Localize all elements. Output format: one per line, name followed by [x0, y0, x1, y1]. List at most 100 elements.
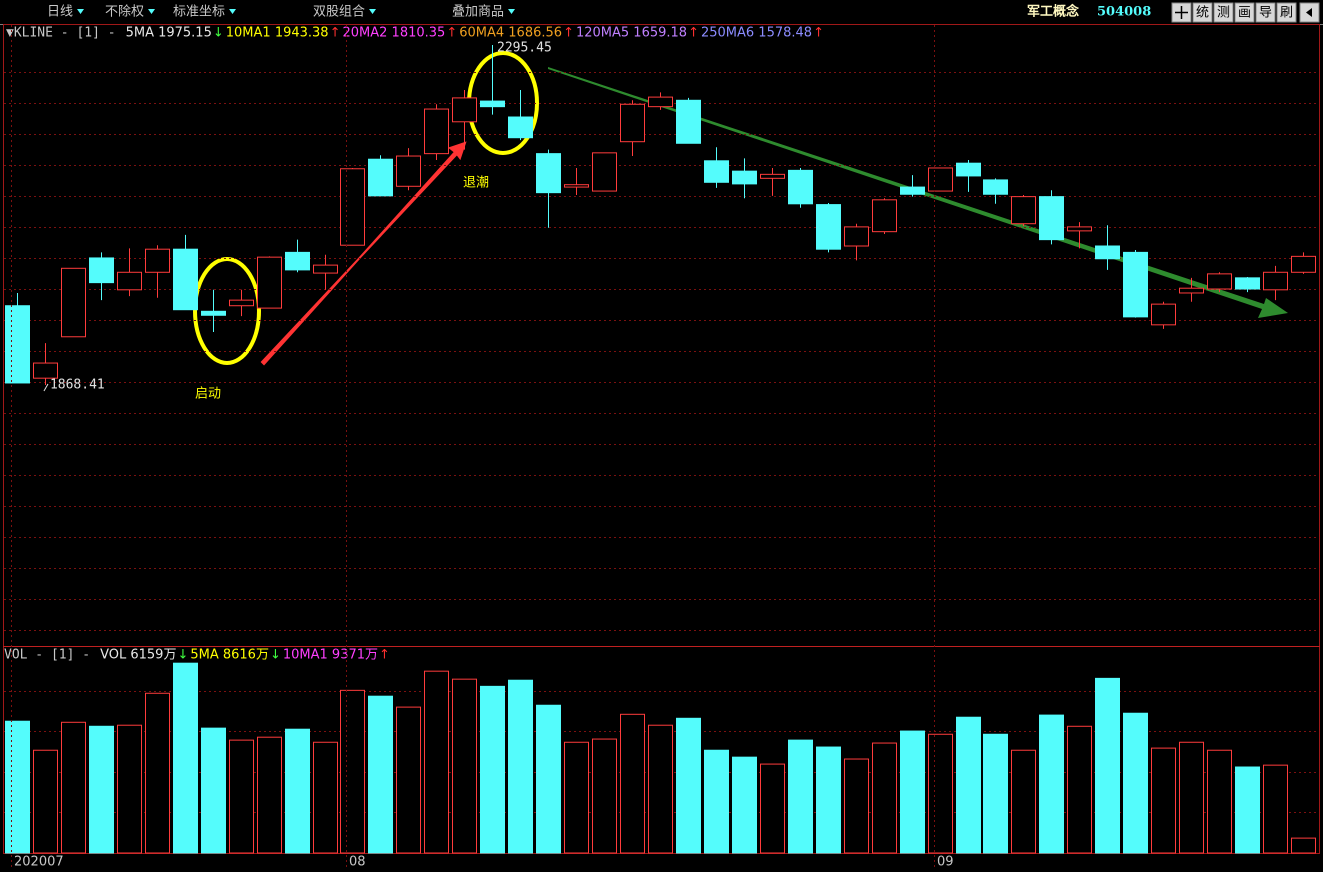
volume-bar: [257, 736, 282, 854]
candle-body: [173, 248, 198, 311]
legend-arrow: ↓: [213, 26, 224, 41]
tool-button[interactable]: [1213, 2, 1234, 23]
volume-bar: [1235, 766, 1260, 854]
annotation: 退潮: [463, 176, 489, 191]
volume-bar: [117, 724, 142, 854]
volume-bar: [816, 746, 841, 854]
rise-arrow: [260, 141, 467, 366]
tool-button[interactable]: [1192, 2, 1213, 23]
volume-bar: [844, 758, 869, 854]
candle-body: [340, 168, 365, 246]
candle-body: [1011, 196, 1036, 225]
legend-entry: 5MA 8616万: [190, 648, 269, 663]
volume-bar: [313, 741, 338, 854]
dropdown-icon: [229, 9, 237, 14]
highlight-circle: [193, 257, 261, 365]
volume-bar: [145, 692, 170, 854]
volume-bar: [89, 725, 114, 854]
volume-bar: [1207, 749, 1232, 854]
tool-button-label: 导: [1259, 6, 1272, 21]
legend-arrow: ↑: [563, 26, 574, 41]
dropdown-icon: [508, 9, 516, 14]
volume-bar: [33, 749, 58, 854]
candle-body: [620, 103, 645, 143]
tool-button-label: 画: [1238, 6, 1251, 21]
candle-body: [480, 100, 505, 108]
menu-item[interactable]: 叠加商品: [452, 5, 504, 20]
menu-item[interactable]: 双股组合: [313, 5, 365, 20]
volume-bar: [201, 727, 226, 854]
legend-entry: 20MA2 1810.35: [343, 26, 446, 41]
tool-button-label: 测: [1217, 6, 1230, 21]
candle-body: [1179, 287, 1204, 294]
volume-bar: [368, 695, 393, 854]
volume-bar: [1095, 677, 1120, 854]
candle-body: [5, 305, 30, 384]
candle-body: [452, 97, 477, 123]
legend-arrow: ↓: [270, 648, 281, 663]
volume-bar: [788, 739, 813, 854]
candle-body: [424, 108, 449, 155]
dropdown-icon: [77, 9, 85, 14]
candle-body: [1263, 271, 1288, 291]
candle-body: [61, 267, 86, 338]
x-tick-label: 202007: [14, 855, 64, 870]
volume-bar: [1263, 764, 1288, 854]
candle-body: [983, 179, 1008, 195]
tool-button-label: 刷: [1280, 6, 1293, 21]
volume-bar: [676, 717, 701, 854]
tool-button-label: 统: [1196, 6, 1209, 21]
volume-bar: [732, 756, 757, 854]
legend-arrow: ↑: [379, 648, 390, 663]
menu-item[interactable]: 标准坐标: [173, 5, 225, 20]
volume-bar: [285, 728, 310, 854]
candle-body: [564, 184, 589, 188]
volume-bar: [704, 749, 729, 854]
candle-body: [368, 158, 393, 197]
legend-entry: 10MA1 9371万: [283, 648, 378, 663]
candle-body: [117, 271, 142, 291]
volume-bar: [564, 741, 589, 854]
candle-body: [928, 167, 953, 192]
candle-body: [956, 162, 981, 177]
legend-arrow: ↑: [813, 26, 824, 41]
volume-bar: [648, 724, 673, 854]
x-tick-label: 09: [937, 855, 954, 870]
candle-body: [201, 310, 226, 316]
tool-button[interactable]: [1234, 2, 1255, 23]
volume-bar: [1011, 749, 1036, 854]
tool-button[interactable]: [1276, 2, 1297, 23]
candle-body: [257, 256, 282, 309]
stock-code: 504008: [1097, 5, 1151, 20]
menu-item[interactable]: 不除权: [105, 4, 144, 20]
candle-body: [900, 186, 925, 195]
low-label: 1868.41: [50, 378, 105, 393]
candle-body: [145, 248, 170, 273]
volume-bar: [5, 720, 30, 854]
volume-bar: [1067, 725, 1092, 854]
volume-bar: [61, 721, 86, 854]
move-icon: [1175, 6, 1188, 19]
legend-entry: 250MA6 1578.48: [701, 26, 812, 41]
candle-body: [816, 204, 841, 250]
candle-body: [1235, 277, 1260, 290]
tool-button[interactable]: [1255, 2, 1276, 23]
volume-bar: [900, 730, 925, 854]
panel-icon: [1306, 8, 1312, 17]
candle-body: [704, 160, 729, 183]
volume-bar: [872, 742, 897, 854]
dropdown-icon: [369, 9, 377, 14]
menu-item[interactable]: 日线: [47, 5, 73, 20]
candle-body: [788, 169, 813, 205]
volume-bar: [983, 733, 1008, 854]
legend-arrow: ↓: [177, 648, 188, 663]
x-tick-label: 08: [349, 855, 366, 870]
candle-body: [229, 299, 254, 307]
low-pointer: [43, 383, 49, 392]
volume-bar: [1179, 741, 1204, 854]
volume-bar: [928, 733, 953, 854]
dropdown-icon: [148, 9, 156, 14]
candle-body: [1067, 226, 1092, 232]
legend-entry: VOL 6159万: [100, 648, 176, 663]
